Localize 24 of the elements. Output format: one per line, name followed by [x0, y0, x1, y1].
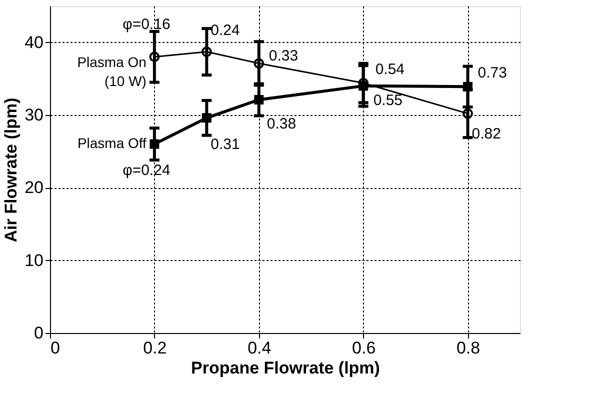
- annotation: φ=0.24: [122, 162, 170, 180]
- x-tick-label: 0.8: [456, 338, 480, 358]
- y-tick-label: 0: [34, 324, 44, 342]
- annotation: 0.54: [375, 61, 405, 78]
- annotation: 0.38: [266, 116, 296, 133]
- annotation: 0.73: [478, 64, 507, 82]
- annotation: 0.55: [373, 92, 403, 109]
- y-tick-label: 10: [24, 250, 44, 270]
- annotation: 0.31: [210, 136, 240, 153]
- y-tick-label: 20: [24, 178, 44, 198]
- x-tick-label: 0: [50, 338, 60, 358]
- series-label: Plasma On (10 W): [77, 54, 146, 89]
- annotation: φ=0.16: [122, 16, 170, 33]
- y-tick-label: 40: [24, 32, 44, 52]
- x-axis-title: Propane Flowrate (lpm): [191, 358, 380, 378]
- x-tick-label: 0.4: [248, 338, 272, 358]
- y-tick-label: 30: [24, 106, 44, 124]
- annotation: 0.33: [268, 47, 298, 64]
- annotation: 0.82: [472, 126, 501, 143]
- annotation: 0.24: [210, 22, 240, 39]
- series-label: Plasma Off: [77, 135, 147, 152]
- y-axis-title: Air Flowrate (lpm): [2, 98, 21, 242]
- x-tick-label: 0.2: [143, 338, 167, 358]
- x-tick-label: 0.6: [352, 338, 376, 358]
